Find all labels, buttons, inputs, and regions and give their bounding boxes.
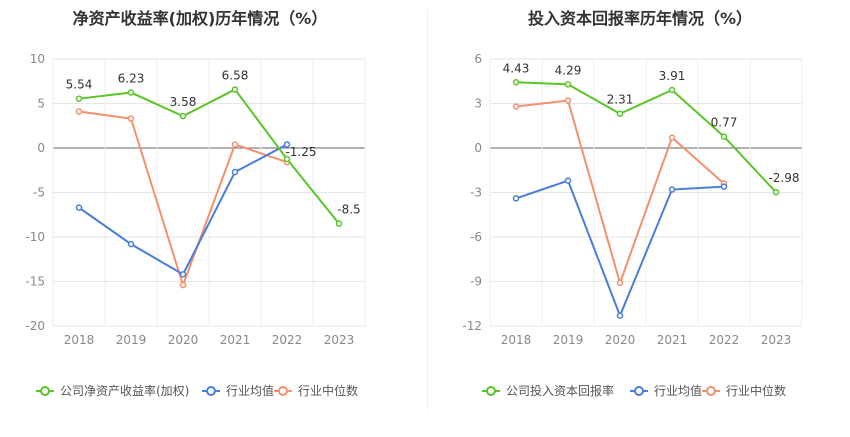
chart-title-roic: 投入资本回报率历年情况（%） [527,9,753,28]
chart2-point-avg [512,195,520,202]
chart1-point-avg [75,204,83,211]
chart2-xtick-label: 2019 [553,333,584,347]
chart1-data-label: 5.54 [66,78,93,92]
chart1-data-label: -8.5 [337,203,360,217]
chart1-ytick-label: 10 [30,52,45,66]
chart1-ytick-label: 5 [37,97,45,111]
chart2-ytick-label: 0 [474,141,482,155]
chart2-xtick-label: 2020 [605,333,636,347]
chart1-xtick-label: 2021 [220,333,251,347]
chart1-ytick-label: -5 [33,186,45,200]
chart1-point-company [75,95,83,102]
chart1-line-median [78,110,288,289]
chart1-point-company [335,220,343,227]
chart2-point-avg [616,312,624,319]
chart1-point-median [75,108,83,115]
chart1-data-label: 6.23 [118,72,145,86]
chart1-point-median [179,281,187,289]
chart2-point-company [720,133,728,140]
chart2-point-company [772,188,780,196]
panel-divider [427,10,428,410]
chart2-legend-label: 行业中位数 [726,383,786,398]
chart2-point-company [616,110,624,117]
chart2-line-company [515,81,777,193]
chart1-data-label: 6.58 [222,68,249,82]
chart2-point-company [668,86,676,94]
chart2-ytick-label: -9 [470,275,482,289]
chart1-ytick-label: -10 [25,230,45,244]
chart1-xtick-label: 2020 [168,333,199,347]
chart2-point-median [668,134,676,141]
chart2-legend-marker-company [486,386,496,396]
chart2-data-label: -2.98 [768,171,799,185]
chart-title-roe: 净资产收益率(加权)历年情况（%） [72,9,328,28]
chart2-point-avg [668,186,676,193]
chart2-ytick-label: -3 [470,186,482,200]
chart2-point-company [564,81,572,88]
chart2-line-median [515,99,725,287]
chart1-legend-marker-company [40,386,50,396]
chart2-point-avg [564,177,572,184]
chart1-point-avg [127,240,135,248]
chart2-point-median [512,103,520,110]
chart1-point-median [127,115,135,122]
chart1-data-label: -1.25 [285,145,316,159]
chart2-data-label: 2.31 [607,93,634,107]
chart1-line-avg [78,143,288,276]
chart2-legend-marker-avg [634,386,644,396]
chart1-ytick-label: -15 [25,275,45,289]
chart1-point-company [283,155,291,163]
chart2-point-avg [720,183,728,190]
chart2-ytick-label: 3 [474,97,482,111]
chart1-ytick-label: 0 [37,141,45,155]
chart1-point-company [179,112,187,120]
chart2-xtick-label: 2021 [657,333,688,347]
chart1-point-company [231,86,239,93]
chart2-point-company [512,79,520,86]
chart2-line-avg [515,179,725,319]
chart2-xtick-label: 2018 [501,333,532,347]
chart1-legend-marker-median [278,386,288,396]
chart1-legend-marker-avg [206,386,216,396]
chart1-point-avg [231,168,239,176]
chart2-data-label: 0.77 [711,116,738,130]
chart2-data-label: 3.91 [659,69,686,83]
chart1-xtick-label: 2023 [324,333,355,347]
chart2-point-median [616,279,624,287]
chart2-xtick-label: 2022 [709,333,740,347]
chart2-data-label: 4.43 [503,61,530,75]
chart2-legend-marker-median [706,386,716,396]
chart2-data-label: 4.29 [555,63,582,77]
chart1-xtick-label: 2022 [272,333,303,347]
chart1-xtick-label: 2019 [116,333,147,347]
chart1-data-label: 3.58 [170,95,197,109]
chart1-legend-label: 公司净资产收益率(加权) [60,383,189,398]
chart1-point-company [127,89,135,96]
chart1-point-avg [283,141,291,148]
chart2-point-median [564,97,572,104]
chart2-ytick-label: 6 [474,52,482,66]
chart2-ytick-label: -6 [470,230,482,244]
chart1-line-company [78,88,340,225]
chart1-legend-label: 行业均值 [226,383,274,398]
chart2-legend-label: 行业均值 [654,383,702,398]
chart1-legend-label: 行业中位数 [298,383,358,398]
chart2-xtick-label: 2023 [761,333,792,347]
chart1-point-median [231,141,239,148]
chart1-point-avg [179,271,187,278]
chart2-ytick-label: -12 [462,319,482,333]
chart2-legend-label: 公司投入资本回报率 [506,383,614,398]
chart1-ytick-label: -20 [25,319,45,333]
chart1-xtick-label: 2018 [64,333,95,347]
